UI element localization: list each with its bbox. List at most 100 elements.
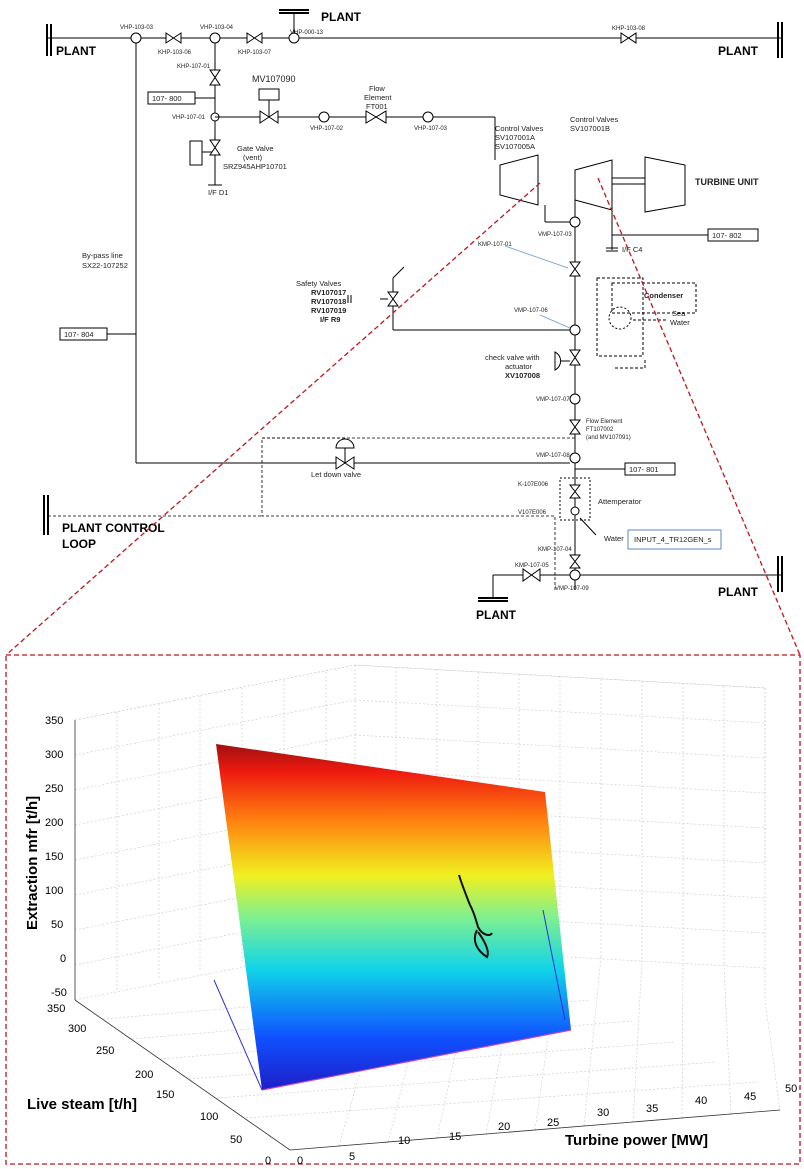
y-tick: 150 [156, 1089, 174, 1101]
z-tick: 300 [45, 749, 63, 761]
cv-b-label-1: Control Valves [570, 115, 618, 124]
z-tick: 100 [45, 885, 63, 897]
surface-mesh [216, 744, 571, 1090]
x-tick: 45 [744, 1091, 756, 1103]
x-tick: 40 [695, 1095, 707, 1107]
label-water: Water [604, 534, 624, 543]
bypass-label-2: SX22-107252 [82, 261, 128, 270]
flow-label-3: FT001 [366, 102, 388, 111]
gate-label-2: (vent) [243, 153, 263, 162]
x-ticks: 0 5 10 15 20 25 30 35 40 45 50 [297, 1083, 797, 1167]
tag-vhp-103-04: VHP-103-04 [200, 25, 234, 31]
x-tick: 15 [449, 1131, 461, 1143]
box-107-801: 107- 801 [629, 465, 659, 474]
tag-v107e006: V107E006 [518, 510, 547, 516]
tag-vmp-107-08: VMP-107-08 [536, 453, 570, 459]
x-tick: 10 [398, 1135, 410, 1147]
sv-label-4: RV107019 [311, 306, 346, 315]
cv-b-label-2: SV107001B [570, 124, 610, 133]
cv-a-label-3: SV107005A [495, 142, 535, 151]
fe2-label-3: (and MV107091) [586, 435, 631, 441]
y-tick: 250 [96, 1045, 114, 1057]
tag-khp-103-06: KHP-103-06 [158, 50, 192, 56]
tag-kmp-107-05: KMP-107-05 [515, 563, 549, 569]
sv-label-5: I/F R9 [320, 315, 340, 324]
x-axis-label: Turbine power [MW] [565, 1132, 708, 1149]
z-axis-label: Extraction mfr [t/h] [24, 796, 41, 930]
sv-label-2: RV107017 [311, 288, 346, 297]
label-sea: Sea [672, 309, 686, 318]
box-107-802: 107- 802 [712, 231, 742, 240]
label-sea-water: Water [670, 318, 690, 327]
check-label-3: XV107008 [505, 371, 540, 380]
label-attemperator: Attemperator [598, 497, 642, 506]
flow-label-1: Flow [369, 84, 385, 93]
z-tick: 350 [45, 715, 63, 727]
plant-label-top-right: PLANT [718, 44, 759, 58]
tag-khp-107-01: KHP-107-01 [177, 64, 211, 70]
z-tick: 50 [51, 919, 63, 931]
plant-label-bottom: PLANT [476, 608, 517, 622]
sv-label-3: RV107018 [311, 297, 346, 306]
tag-kmp-107-01: KMP-107-01 [478, 242, 512, 248]
y-tick: 50 [230, 1134, 242, 1146]
y-tick: 100 [200, 1111, 218, 1123]
cv-a-label-2: SV107001A [495, 133, 535, 142]
operating-trajectory [458, 874, 493, 959]
tag-khp-103-08: KHP-103-08 [612, 26, 646, 32]
tag-vhp-103-03: VHP-103-03 [120, 25, 154, 31]
y-axis-label: Live steam [t/h] [27, 1096, 137, 1113]
label-let-down-valve: Let down valve [311, 470, 361, 479]
y-tick: 300 [68, 1023, 86, 1035]
input-tag: INPUT_4_TR12GEN_s [634, 535, 712, 544]
tag-vhp-107-01: VHP-107-01 [172, 115, 206, 121]
plant-control-label-2: LOOP [62, 537, 96, 551]
box-107-804: 107- 804 [64, 330, 94, 339]
tag-vmp-107-07: VMP-107-07 [536, 397, 570, 403]
tag-vhp-107-03: VHP-107-03 [414, 126, 448, 132]
fe2-label-2: FT107002 [586, 427, 614, 433]
plant-label-top-center: PLANT [321, 10, 362, 24]
z-tick: 150 [45, 851, 63, 863]
tag-vmp-107-03: VMP-107-03 [538, 232, 572, 238]
tag-kmp-107-04: KMP-107-04 [538, 547, 572, 553]
check-label-1: check valve with [485, 353, 540, 362]
plant-label-top-left: PLANT [56, 44, 97, 58]
process-schematic: PLANT PLANT PLANT VHP-103-03 VHP-103-04 … [5, 9, 801, 656]
bypass-label-1: By-pass line [82, 251, 123, 260]
tag-k107e006: K-107E006 [518, 482, 549, 488]
sv-label-1: Safety Valves [296, 279, 342, 288]
y-ticks: 350 300 250 200 150 100 50 0 [47, 1003, 271, 1167]
surface-plot: 350 300 250 200 150 100 50 0 -50 350 300… [24, 664, 797, 1167]
x-tick: 5 [349, 1151, 355, 1163]
x-tick: 0 [297, 1155, 303, 1167]
z-tick: 200 [45, 817, 63, 829]
tag-vhp-107-02: VHP-107-02 [310, 126, 344, 132]
plant-control-label: PLANT CONTROL [62, 521, 165, 535]
tag-vmp-107-06: VMP-107-06 [514, 308, 548, 314]
label-turbine-unit: TURBINE UNIT [695, 177, 759, 187]
gate-label-3: SRZ945AHP10701 [223, 162, 287, 171]
cv-a-label-1: Control Valves [495, 124, 543, 133]
tag-vmp-107-09: VMP-107-09 [555, 586, 589, 592]
gate-label-1: Gate Valve [237, 144, 274, 153]
label-if-c4: I/F C4 [622, 245, 642, 254]
x-tick: 30 [597, 1107, 609, 1119]
fe2-label-1: Flow Element [586, 419, 623, 425]
label-mv107090: MV107090 [252, 74, 296, 84]
box-107-800: 107- 800 [152, 94, 182, 103]
flow-label-2: Element [364, 93, 392, 102]
z-tick: 250 [45, 783, 63, 795]
z-ticks: 350 300 250 200 150 100 50 0 -50 [45, 715, 67, 999]
z-tick: 0 [60, 953, 66, 965]
x-tick: 20 [498, 1121, 510, 1133]
y-tick: 200 [135, 1069, 153, 1081]
x-tick: 35 [646, 1103, 658, 1115]
label-condenser: Condenser [644, 291, 683, 300]
z-tick: -50 [51, 987, 67, 999]
label-if-d1: I/F D1 [208, 188, 228, 197]
x-tick: 25 [547, 1117, 559, 1129]
y-tick: 350 [47, 1003, 65, 1015]
tag-vhp-000-13: VHP-000-13 [290, 30, 324, 36]
